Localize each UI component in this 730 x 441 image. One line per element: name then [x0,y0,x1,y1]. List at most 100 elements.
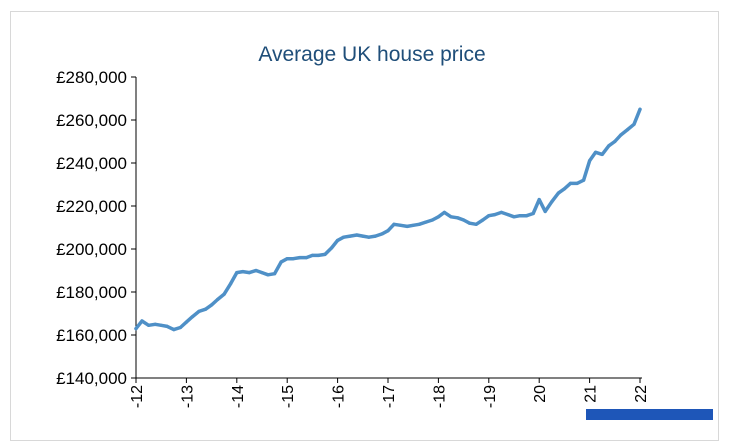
series-group [134,107,642,332]
data-point [355,233,359,237]
x-tick-label: 22 [633,385,650,403]
data-point [594,150,598,154]
data-point [405,224,409,228]
y-axis: £140,000 £160,000 £180,000 £200,000 £220,000… [56,68,137,388]
data-point [506,213,510,217]
data-point [537,198,541,202]
data-point [380,232,384,236]
y-tick-label: £240,000 [56,154,127,173]
data-point [197,309,201,313]
x-tick-label: -16 [331,385,348,408]
data-point [367,235,371,239]
data-point [254,268,258,273]
data-point [518,214,522,218]
data-point [531,211,535,216]
data-point [165,324,169,328]
data-point [436,215,440,219]
chart-title: Average UK house price [258,43,485,66]
y-tick-label: £160,000 [56,326,127,345]
data-point [361,234,365,238]
x-tick-label: -17 [381,385,398,408]
data-point [468,221,472,225]
data-point [487,214,491,218]
accent-bar [586,409,713,420]
data-point [247,271,251,275]
data-point [462,218,466,222]
series-line [134,107,642,332]
data-point [266,273,270,277]
data-point [638,107,642,111]
y-tick-label: £200,000 [56,240,127,259]
data-point [481,218,485,222]
data-point [588,159,592,163]
y-tick-label: £180,000 [56,283,127,302]
data-point [316,253,320,257]
data-point [568,181,573,185]
data-point [330,246,334,250]
data-point [556,191,561,195]
data-point [619,133,623,137]
data-point [430,218,434,222]
data-point [159,323,163,327]
data-point [285,257,289,261]
x-axis: -12 -13 -14 -15 -16 -17 -18 -19 20 21 22 [129,377,650,408]
data-point [575,181,579,185]
y-tick-label: £140,000 [56,369,127,388]
data-point [260,271,264,275]
data-point [229,281,233,285]
data-point [373,234,377,238]
data-point [184,320,188,324]
data-point [190,315,194,319]
data-point [399,223,403,227]
data-point [134,327,138,331]
data-point [210,303,214,307]
data-point [273,272,277,276]
data-point [392,222,396,226]
data-point [178,325,182,330]
data-point [442,210,446,214]
data-point [550,200,554,204]
data-point [562,187,567,191]
data-point [613,139,617,144]
data-point [417,222,421,226]
x-tick-label: 20 [532,385,549,403]
x-tick-label: -15 [280,385,297,408]
data-point [449,215,453,219]
data-point [386,229,390,233]
data-point [172,328,176,332]
data-point [493,213,497,217]
y-tick-label: £280,000 [56,68,127,87]
data-point [216,297,220,302]
data-point [140,319,144,323]
line-chart: Average UK house price £140,000 £160,000 £… [56,43,650,408]
data-point [348,234,352,238]
data-point [310,253,314,257]
data-point [323,252,327,256]
data-point [512,215,516,219]
data-point [291,257,295,261]
data-point [304,256,308,260]
x-tick-label: -13 [179,385,196,408]
data-point [235,271,239,275]
data-point [499,210,503,214]
data-point [582,178,586,182]
data-point [204,307,208,311]
y-tick-label: £260,000 [56,111,127,130]
chart-frame [10,11,719,441]
x-tick-label: -18 [431,385,448,408]
data-point [632,122,636,126]
data-point [625,128,630,132]
data-point [525,214,529,218]
data-point [298,256,302,260]
data-point [241,270,245,274]
data-point [474,222,478,226]
x-tick-label: 21 [583,385,600,403]
data-point [342,235,346,239]
x-tick-label: -14 [230,385,247,408]
data-point [411,223,415,227]
x-tick-label: -19 [482,385,499,408]
data-point [279,260,283,264]
data-point [543,209,547,213]
data-point [600,152,604,156]
data-point [456,216,460,220]
